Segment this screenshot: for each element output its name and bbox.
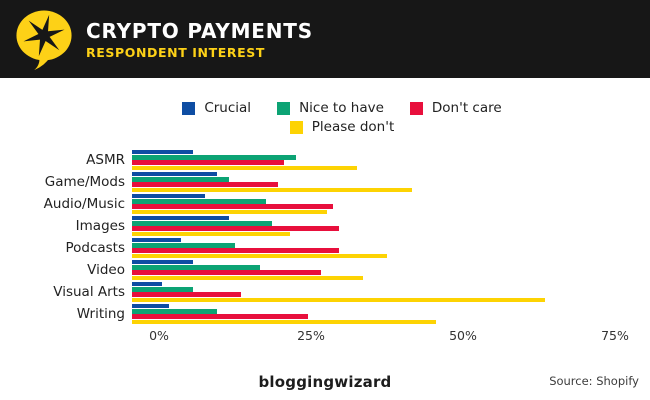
legend-swatch <box>182 101 196 115</box>
bar-crucial <box>132 149 193 155</box>
bar-crucial <box>132 171 218 177</box>
bar-crucial <box>132 259 193 265</box>
legend-row-1: Crucial Nice to have Don't care <box>182 100 502 116</box>
category-label: Video <box>87 262 125 278</box>
header-title-block: CRYPTO PAYMENTS RESPONDENT INTEREST <box>86 19 313 60</box>
page-title: CRYPTO PAYMENTS <box>86 18 313 43</box>
legend-swatch <box>277 101 291 115</box>
x-axis: 0% 25% 50% 75% <box>149 328 650 346</box>
chart-plot: ASMR Game/Mods Audio/Music Images Podcasts Vi… <box>20 149 650 325</box>
bar-don-t-care <box>132 182 278 187</box>
x-tick-label: 50% <box>449 328 477 343</box>
legend-item-please-don-t: Please don't <box>289 119 395 135</box>
category-label: Writing <box>76 306 125 322</box>
bar-group <box>132 149 650 171</box>
x-tick-label: 0% <box>149 328 169 343</box>
blogging-wizard-logo-icon <box>16 10 72 71</box>
bar-nice-to-have <box>132 265 260 270</box>
category-label: Game/Mods <box>44 174 125 190</box>
chart-row-writing: Writing <box>20 303 650 325</box>
legend-item-crucial: Crucial <box>182 100 251 116</box>
legend-label: Crucial <box>204 100 252 116</box>
bar-nice-to-have <box>132 309 218 314</box>
bar-nice-to-have <box>132 155 297 160</box>
bar-please-don-t <box>132 187 412 192</box>
footer-brand: bloggingwizard✚ <box>0 372 650 391</box>
bar-don-t-care <box>132 248 339 253</box>
bar-please-don-t <box>132 319 436 324</box>
legend-row-2: Please don't <box>289 119 395 135</box>
chart-row-game-mods: Game/Mods <box>20 171 650 193</box>
bar-group <box>132 171 650 193</box>
bar-chart: ASMR Game/Mods Audio/Music Images Podcasts Vi… <box>0 149 650 346</box>
source-attribution: Source: Shopify <box>549 374 639 388</box>
legend-label: Nice to have <box>299 100 384 116</box>
bar-nice-to-have <box>132 221 272 226</box>
bar-please-don-t <box>132 275 363 280</box>
bar-crucial <box>132 193 205 199</box>
bar-don-t-care <box>132 160 284 165</box>
bar-please-don-t <box>132 231 291 236</box>
bar-group <box>132 303 650 325</box>
bar-group <box>132 193 650 215</box>
header-bar: CRYPTO PAYMENTS RESPONDENT INTEREST <box>0 0 650 78</box>
category-label: Podcasts <box>65 240 125 256</box>
category-label: Images <box>75 218 125 234</box>
bar-don-t-care <box>132 292 242 297</box>
bar-crucial <box>132 303 169 309</box>
bar-nice-to-have <box>132 243 236 248</box>
bar-don-t-care <box>132 204 333 209</box>
chart-row-video: Video <box>20 259 650 281</box>
legend-swatch <box>289 120 303 134</box>
category-label: Visual Arts <box>53 284 125 300</box>
legend-label: Please don't <box>311 119 395 135</box>
bar-nice-to-have <box>132 199 266 204</box>
chart-row-asmr: ASMR <box>20 149 650 171</box>
bar-crucial <box>132 215 230 221</box>
bar-nice-to-have <box>132 287 193 292</box>
chart-legend: Crucial Nice to have Don't care Please don… <box>0 100 650 135</box>
category-label: Audio/Music <box>43 196 125 212</box>
bar-don-t-care <box>132 226 339 231</box>
bar-please-don-t <box>132 297 546 302</box>
bar-please-don-t <box>132 165 357 170</box>
legend-swatch <box>409 101 423 115</box>
bar-crucial <box>132 281 163 287</box>
legend-label: Don't care <box>431 100 502 116</box>
category-label: ASMR <box>86 152 125 168</box>
brand-wordmark: bloggingwizard <box>258 373 392 391</box>
chart-row-visual-arts: Visual Arts <box>20 281 650 303</box>
x-tick-label: 75% <box>601 328 629 343</box>
page-subtitle: RESPONDENT INTEREST <box>86 44 265 60</box>
bar-group <box>132 281 650 303</box>
legend-item-nice-to-have: Nice to have <box>277 100 384 116</box>
bar-group <box>132 237 650 259</box>
bar-crucial <box>132 237 181 243</box>
x-tick-label: 25% <box>297 328 325 343</box>
bar-don-t-care <box>132 270 321 275</box>
legend-item-don-t-care: Don't care <box>409 100 502 116</box>
bar-don-t-care <box>132 314 309 319</box>
bar-please-don-t <box>132 209 327 214</box>
bar-group <box>132 215 650 237</box>
bar-nice-to-have <box>132 177 230 182</box>
bar-group <box>132 259 650 281</box>
bar-please-don-t <box>132 253 388 258</box>
chart-row-audio-music: Audio/Music <box>20 193 650 215</box>
chart-row-images: Images <box>20 215 650 237</box>
chart-row-podcasts: Podcasts <box>20 237 650 259</box>
